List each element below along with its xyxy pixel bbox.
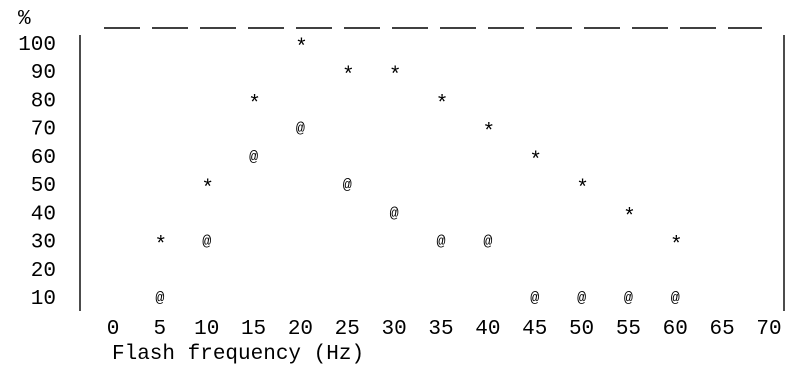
x-tick-labels: 0 5 10 15 20 25 30 35 40 45 50 55 60 65 70 xyxy=(107,318,782,341)
y-tick-label: 10 xyxy=(31,288,56,311)
y-tick-label: 90 xyxy=(31,62,56,85)
series-0-point: * xyxy=(436,93,449,116)
series-0-point: * xyxy=(201,178,214,201)
x-tick-label: 40 xyxy=(475,318,500,341)
series-1-point: @ xyxy=(343,177,352,194)
series-1-point: @ xyxy=(530,290,539,307)
series-1-point: @ xyxy=(436,234,445,251)
series-0-point: * xyxy=(576,178,589,201)
series-0-point: * xyxy=(670,235,683,258)
series-1-point: @ xyxy=(249,149,258,166)
series-1-point: @ xyxy=(577,290,586,307)
x-tick-label: 10 xyxy=(194,318,219,341)
x-tick-label: 20 xyxy=(288,318,313,341)
data-points: * * * * * * * * * * * * @ @ @ @ @ @ @ @ @ @ @ @ xyxy=(155,37,683,307)
plot-frame xyxy=(79,27,785,311)
series-1-point: @ xyxy=(202,234,211,251)
series-0-point: * xyxy=(623,206,636,229)
x-tick-label: 15 xyxy=(241,318,266,341)
series-1-point: @ xyxy=(155,290,164,307)
x-tick-label: 30 xyxy=(382,318,407,341)
series-1-point: @ xyxy=(483,234,492,251)
series-0-point: * xyxy=(389,65,402,88)
y-tick-label: 50 xyxy=(31,175,56,198)
x-tick-label: 45 xyxy=(522,318,547,341)
y-tick-label: 100 xyxy=(18,34,56,57)
series-1-point: @ xyxy=(671,290,680,307)
y-tick-label: 80 xyxy=(31,90,56,113)
x-tick-label: 50 xyxy=(569,318,594,341)
series-1-point: @ xyxy=(296,121,305,138)
x-tick-label: 25 xyxy=(335,318,360,341)
series-0-point: * xyxy=(483,122,496,145)
x-tick-label: 60 xyxy=(663,318,688,341)
y-tick-label: 30 xyxy=(31,232,56,255)
series-0-point: * xyxy=(155,235,168,258)
y-tick-labels: 100 90 80 70 60 50 40 30 20 10 xyxy=(18,34,56,311)
x-axis-label: Flash frequency (Hz) xyxy=(112,343,364,366)
x-tick-label: 0 xyxy=(107,318,120,341)
x-tick-label: 70 xyxy=(756,318,781,341)
series-0-point: * xyxy=(295,37,308,60)
series-0-point: * xyxy=(342,65,355,88)
y-tick-label: 20 xyxy=(31,260,56,283)
x-tick-label: 5 xyxy=(154,318,167,341)
x-tick-label: 35 xyxy=(428,318,453,341)
y-tick-label: 60 xyxy=(31,147,56,170)
series-0-point: * xyxy=(529,150,542,173)
y-axis-label: % xyxy=(18,8,31,31)
y-tick-label: 70 xyxy=(31,119,56,142)
series-1-point: @ xyxy=(390,205,399,222)
y-tick-label: 40 xyxy=(31,203,56,226)
x-tick-label: 65 xyxy=(710,318,735,341)
series-0-point: * xyxy=(248,93,261,116)
x-tick-label: 55 xyxy=(616,318,641,341)
series-1-point: @ xyxy=(624,290,633,307)
